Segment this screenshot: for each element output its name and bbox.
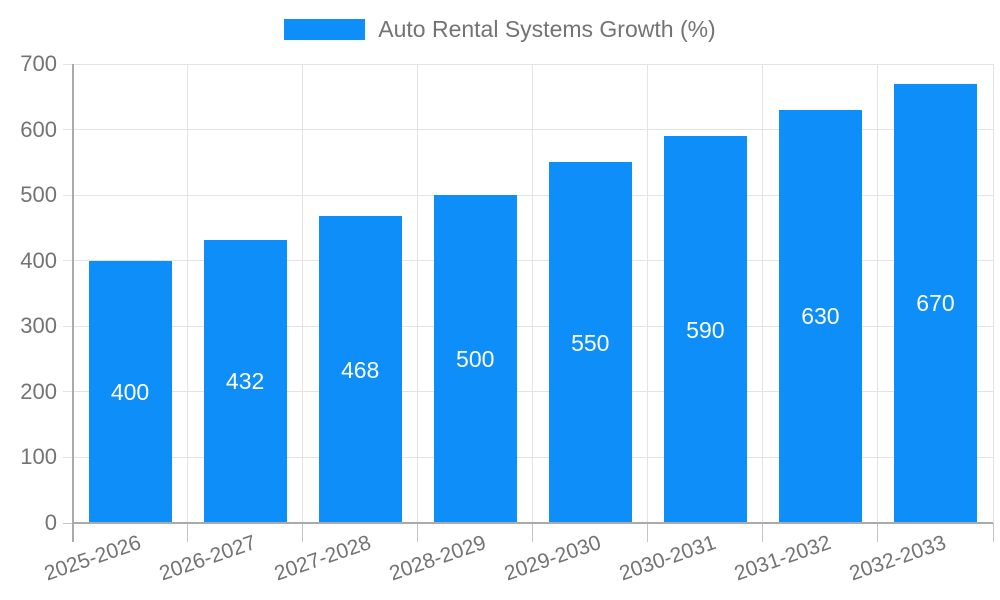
x-axis-label: 2025-2026	[41, 531, 144, 586]
x-axis-label: 2032-2033	[846, 531, 949, 586]
y-axis-line	[71, 64, 74, 542]
x-tick	[877, 523, 879, 542]
x-axis-line	[71, 522, 993, 524]
y-axis-label: 700	[20, 51, 57, 76]
bar-value-label: 432	[225, 368, 265, 395]
y-axis-label: 0	[44, 510, 57, 535]
y-axis-label: 200	[20, 378, 57, 404]
x-axis-label: 2030-2031	[616, 531, 719, 586]
bar-2030-2031	[663, 136, 747, 523]
legend-swatch	[284, 18, 366, 40]
x-tick	[532, 523, 534, 542]
x-tick	[762, 523, 764, 542]
x-gridline	[532, 64, 534, 523]
x-tick	[187, 523, 189, 542]
x-gridline	[647, 64, 649, 523]
x-gridline	[877, 64, 879, 523]
bar-value-label: 670	[916, 290, 955, 317]
x-tick	[302, 523, 304, 542]
y-axis-label: 500	[20, 182, 57, 208]
y-gridline	[62, 63, 993, 65]
x-gridline	[992, 64, 994, 523]
x-axis-label: 2031-2032	[731, 531, 834, 586]
bar-2025-2026	[88, 260, 172, 523]
x-axis-label: 2027-2028	[271, 531, 374, 586]
y-gridline	[62, 129, 993, 131]
bar-2026-2027	[203, 239, 287, 523]
y-axis-label: 300	[20, 313, 57, 339]
x-gridline	[417, 64, 419, 523]
y-gridline	[62, 260, 993, 262]
x-gridline	[762, 64, 764, 523]
x-gridline	[302, 64, 304, 523]
chart-legend[interactable]: Auto Rental Systems Growth (%)	[0, 16, 1000, 42]
x-gridline	[187, 64, 189, 523]
x-tick	[417, 523, 419, 542]
bar-2028-2029	[433, 195, 517, 523]
y-gridline	[62, 325, 993, 327]
y-tick	[62, 522, 73, 524]
bar-value-label: 590	[686, 316, 725, 343]
y-axis-label: 100	[20, 444, 57, 470]
y-gridline	[62, 456, 993, 458]
x-axis-label: 2026-2027	[156, 531, 259, 586]
x-axis-label: 2028-2029	[386, 531, 489, 586]
y-gridline	[62, 391, 993, 393]
bar-2029-2030	[548, 162, 632, 523]
x-tick	[647, 523, 649, 542]
bar-value-label: 630	[801, 303, 840, 330]
y-axis-label: 600	[20, 116, 57, 142]
y-gridline	[62, 194, 993, 196]
bar-value-label: 550	[571, 329, 610, 356]
y-axis-label: 400	[20, 247, 57, 273]
legend-label: Auto Rental Systems Growth (%)	[378, 15, 716, 42]
bar-value-label: 400	[110, 378, 150, 405]
bar-2031-2032	[778, 109, 862, 523]
bar-2027-2028	[318, 216, 402, 523]
bar-value-label: 468	[340, 356, 380, 383]
x-tick	[992, 523, 994, 542]
bar-2032-2033	[893, 83, 977, 523]
bar-value-label: 500	[456, 346, 495, 373]
x-axis-label: 2029-2030	[501, 531, 604, 586]
